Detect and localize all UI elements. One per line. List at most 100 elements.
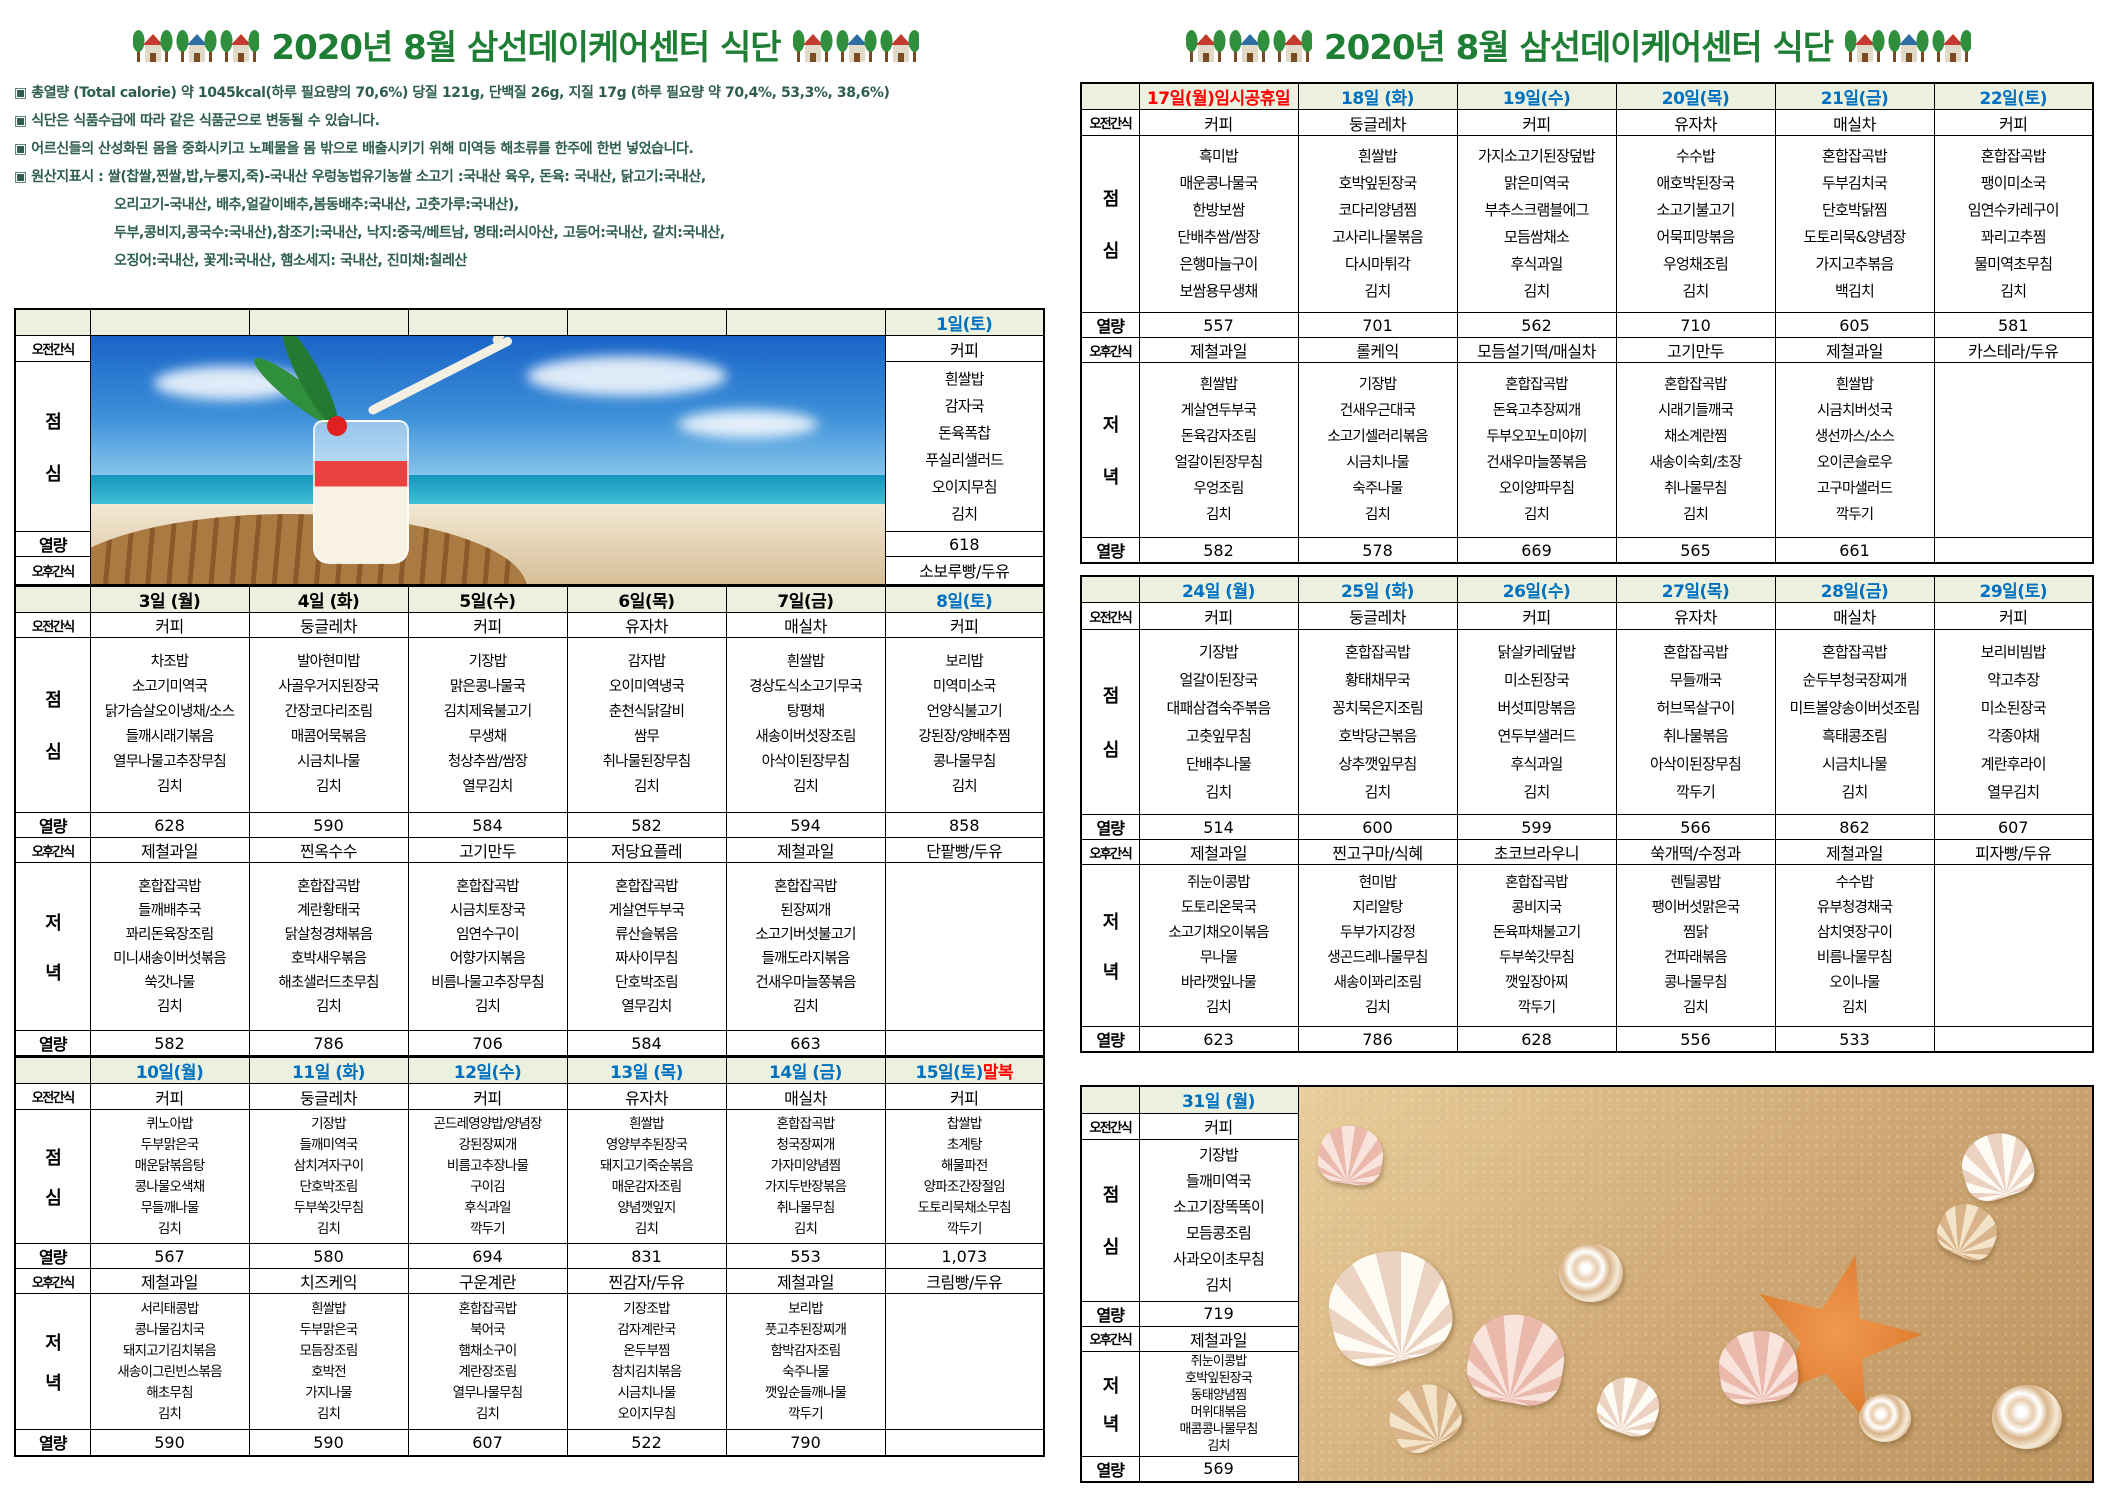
page-title: 2020년 8월 삼선데이케어센터 식단 [1323, 28, 1834, 68]
am-snack-cell: 커피 [89, 612, 250, 638]
corner-cell [14, 585, 91, 613]
pm-snack-cell: 롤케익 [1297, 337, 1458, 363]
dinner-menu-cell: 혼합잡곡밥 시래기들깨국 채소계란찜 새송이숙회/초장 취나물무침 김치 [1615, 362, 1776, 538]
pm-snack-cell: 제철과일 [1774, 839, 1935, 865]
row-label-pm-snack: 오후간식 [1080, 337, 1140, 363]
lunch-menu-cell: 찹쌀밥 초계탕 해물파전 양파조간장절임 도토리묵채소무침 깍두기 [884, 1109, 1045, 1244]
lunch-menu-cell: 혼합잡곡밥 팽이미소국 임연수카레구이 꽈리고추찜 물미역초무침 김치 [1933, 135, 2094, 313]
note-line: ▣ 어르신들의 산성화된 몸을 중화시키고 노폐물을 몸 밖으로 배출시키기 위… [14, 141, 694, 157]
week-table-aug1: 1일(토) 오전간식 [14, 308, 1045, 586]
calorie-cell: 786 [248, 1030, 409, 1057]
day-header-cell: 28일(금) [1774, 575, 1935, 603]
pm-snack-cell: 제철과일 [89, 837, 250, 863]
day-header-cell: 10일(월) [89, 1056, 250, 1084]
row-label-kcal: 열량 [14, 1030, 91, 1057]
day-header-cell: 4일 (화) [248, 585, 409, 613]
lunch-menu-cell: 감자밥 오이미역냉국 춘천식닭갈비 쌈무 취나물된장무침 김치 [566, 637, 727, 813]
calorie-cell: 582 [89, 1030, 250, 1057]
pm-snack-cell: 저당요플레 [566, 837, 727, 863]
am-snack-cell: 커피 [1933, 602, 2094, 630]
calorie-cell: 578 [1297, 537, 1458, 564]
dinner-menu-cell: 혼합잡곡밥 북어국 햄채소구이 계란장조림 열무나물무침 김치 [407, 1293, 568, 1430]
calorie-cell: 599 [1456, 814, 1617, 840]
day-header-cell: 8일(토) [884, 585, 1045, 613]
lunch-menu-cell: 발아현미밥 사골우거지된장국 간장코다리조림 매콤어묵볶음 시금치나물 김치 [248, 637, 409, 813]
row-label-pm-snack: 오후간식 [14, 837, 91, 863]
dinner-menu-cell: 서리태콩밥 콩나물김치국 돼지고기김치볶음 새송이그린빈스볶음 해초무침 김치 [89, 1293, 250, 1430]
dinner-menu-cell [1933, 362, 2094, 538]
day-header-cell: 25일 (화) [1297, 575, 1458, 603]
calorie-cell: 623 [1138, 1026, 1299, 1053]
day-header-cell [248, 308, 409, 336]
day-header-cell [407, 308, 568, 336]
calorie-cell: 790 [725, 1429, 886, 1456]
day-header-cell: 1일(토) [884, 308, 1045, 336]
dinner-menu-cell: 혼합잡곡밥 계란황태국 닭살청경채볶음 호박새우볶음 해초샐러드초무침 김치 [248, 862, 409, 1031]
corner-cell [1080, 82, 1140, 110]
calorie-cell: 562 [1456, 312, 1617, 338]
calorie-cell: 701 [1297, 312, 1458, 338]
houses-trees-icon [133, 25, 259, 65]
menu-week-table: 1일(토) 오전간식 [14, 308, 1045, 586]
calorie-cell: 553 [725, 1243, 886, 1269]
calorie-cell: 581 [1933, 312, 2094, 338]
calorie-cell: 710 [1615, 312, 1776, 338]
note-line: ▣ 식단은 식품수급에 따라 같은 식품군으로 변동될 수 있습니다. [14, 113, 380, 129]
calorie-cell: 565 [1615, 537, 1776, 564]
row-label-am-snack: 오전간식 [14, 1083, 91, 1110]
note-line: ▣ 총열량 (Total calorie) 약 1045kcal(하루 필요량의… [14, 85, 890, 101]
pm-snack-cell: 소보루빵/두유 [884, 556, 1045, 585]
dinner-menu-cell: 흰쌀밥 두부맑은국 모듬장조림 호박전 가지나물 김치 [248, 1293, 409, 1430]
lunch-menu-cell: 혼합잡곡밥 무들깨국 허브목살구이 취나물볶음 아삭이된장무침 깍두기 [1615, 629, 1776, 815]
houses-trees-icon [1186, 25, 1312, 65]
pm-snack-cell: 제철과일 [89, 1268, 250, 1294]
calorie-cell: 584 [566, 1030, 727, 1057]
pm-snack-cell: 모듬설기떡/매실차 [1456, 337, 1617, 363]
am-snack-cell: 커피 [1138, 109, 1299, 136]
am-snack-cell: 매실차 [1774, 109, 1935, 136]
calorie-cell: 719 [1138, 1300, 1299, 1327]
menu-week-table: 24일 (월) 25일 (화) 26일(수) 27일(목) 28일(금) 29일(토) 오전… [1080, 575, 2094, 1053]
dinner-menu-cell: 렌틸콩밥 팽이버섯맑은국 찜닭 건파래볶음 콩나물무침 김치 [1615, 864, 1776, 1027]
week-table-aug31: 31일 (월) [1080, 1085, 2094, 1483]
am-snack-cell: 커피 [884, 335, 1045, 362]
week-table-aug3-8: 3일 (월) 4일 (화) 5일(수) 6일(목) 7일(금) 8일(토) 오전간식 커피 둥글… [14, 585, 1045, 1057]
row-label-pm-snack: 오후간식 [1080, 839, 1140, 865]
dinner-menu-cell [1933, 864, 2094, 1027]
row-label-am-snack: 오전간식 [1080, 602, 1140, 630]
day-header-cell: 14일 (금) [725, 1056, 886, 1084]
row-label-kcal: 열량 [14, 531, 91, 557]
am-snack-cell: 둥글레차 [248, 612, 409, 638]
pm-snack-cell: 찐옥수수 [248, 837, 409, 863]
calorie-cell: 618 [884, 531, 1045, 557]
calorie-cell: 590 [89, 1429, 250, 1456]
day-header-cell: 21일(금) [1774, 82, 1935, 110]
calorie-cell: 669 [1456, 537, 1617, 564]
calorie-cell: 786 [1297, 1026, 1458, 1053]
menu-week-table: 10일(월) 11일 (화) 12일(수) 13일 (목) 14일 (금) 15일(토)말… [14, 1056, 1045, 1457]
am-snack-cell: 커피 [884, 612, 1045, 638]
lunch-menu-cell: 흑미밥 매운콩나물국 한방보쌈 단배추쌈/쌈장 은행마늘구이 보쌈용무생채 [1138, 135, 1299, 313]
calorie-cell: 533 [1774, 1026, 1935, 1053]
corner-cell [1080, 1085, 1140, 1114]
pm-snack-cell: 제철과일 [1138, 337, 1299, 363]
dinner-menu-cell: 쥐눈이콩밥 호박잎된장국 동태양념찜 머위대볶음 매콤콩나물무침 김치 [1138, 1350, 1299, 1457]
note-line: 오리고기-국내산, 배추,얼갈이배추,봄동배추:국내산, 고춧가루:국내산), [114, 197, 519, 213]
calorie-cell: 607 [1933, 814, 2094, 840]
calorie-cell: 858 [884, 812, 1045, 838]
row-label-pm-snack: 오후간식 [1080, 1325, 1140, 1352]
pm-snack-cell: 크림빵/두유 [884, 1268, 1045, 1294]
calorie-cell: 661 [1774, 537, 1935, 564]
day-header-cell: 29일(토) [1933, 575, 2094, 603]
lunch-menu-cell: 곤드레영양밥/양념장 강된장찌개 비름고추장나물 구이김 후식과일 깍두기 [407, 1109, 568, 1244]
calorie-cell: 569 [1138, 1455, 1299, 1482]
row-label-pm-snack: 오후간식 [14, 1268, 91, 1294]
dinner-menu-cell [884, 862, 1045, 1031]
row-label-kcal: 열량 [1080, 537, 1140, 564]
am-snack-cell: 커피 [1456, 109, 1617, 136]
